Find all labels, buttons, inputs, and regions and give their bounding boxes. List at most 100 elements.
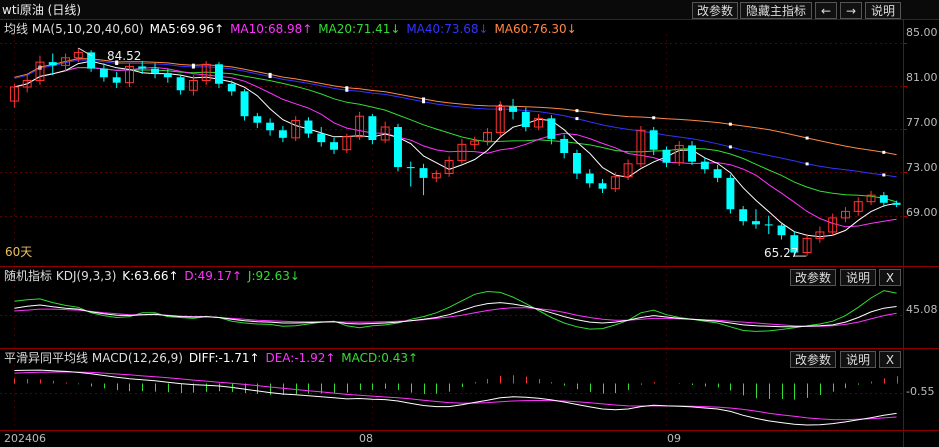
candle-body — [866, 194, 876, 203]
macd-legend-params: MACD(12,26,9) — [91, 351, 183, 365]
ma-marker — [805, 136, 809, 140]
candle-body — [9, 86, 19, 102]
ma-marker — [115, 61, 119, 65]
ma-marker — [652, 116, 656, 120]
candle-body — [112, 77, 121, 83]
candle-body — [521, 111, 530, 128]
help-button[interactable]: 说明 — [865, 2, 901, 19]
candle-body — [444, 160, 454, 175]
ma60-value: MA60:76.30↓ — [494, 22, 577, 36]
candle-body — [125, 65, 134, 84]
candle-body — [291, 120, 301, 139]
ma20-value: MA20:71.41↓ — [318, 22, 401, 36]
candle-body — [73, 51, 83, 59]
candle-body — [35, 61, 45, 82]
macd-diff-value: DIFF:-1.71↑ — [188, 351, 260, 365]
candle-body — [419, 168, 428, 178]
candle-body — [215, 64, 223, 84]
x-tick-label: 08 — [359, 432, 373, 445]
ma-marker — [345, 86, 349, 90]
candle-body — [368, 116, 377, 141]
macd-legend-name: 平滑异同平均线 — [4, 351, 89, 365]
candle-body — [240, 91, 249, 117]
candle-body — [394, 127, 402, 168]
ma-marker — [728, 122, 732, 126]
macd-diff-line — [14, 369, 897, 426]
candle-body — [764, 224, 773, 226]
candle-body — [99, 68, 108, 78]
ma5-line — [14, 60, 897, 238]
ma-legend-name: 均线 — [4, 22, 29, 36]
candle-body — [892, 202, 901, 205]
ma-marker — [422, 100, 426, 104]
macd-dea-value: DEA:-1.92↑ — [265, 351, 336, 365]
candle-body — [623, 163, 633, 178]
candle-body — [649, 130, 658, 150]
candle-body — [841, 210, 850, 219]
candle-body — [151, 68, 159, 73]
kdj-k-line — [14, 302, 897, 328]
candle-body — [739, 209, 748, 222]
candle-body — [470, 140, 480, 145]
candle-body — [48, 62, 57, 66]
prev-button[interactable]: ← — [815, 2, 837, 19]
candle-body — [330, 142, 338, 150]
candle-body — [777, 225, 786, 236]
candle-body — [598, 183, 607, 189]
kdj-tick-label: 45.08 — [906, 303, 938, 316]
candle-body — [610, 176, 620, 190]
candle-body — [790, 235, 799, 253]
price-tick-label: 69.00 — [906, 206, 938, 219]
price-tick-label: 81.00 — [906, 71, 938, 84]
macd-params-button[interactable]: 改参数 — [790, 351, 836, 368]
candle-body — [342, 136, 352, 151]
params-button[interactable]: 改参数 — [692, 2, 738, 19]
candle-body — [662, 149, 671, 163]
kdj-legend-params: KDJ(9,3,3) — [55, 269, 117, 283]
ma-marker — [268, 75, 272, 79]
window-title: wti原油 (日线) — [2, 3, 82, 17]
kdj-help-button[interactable]: 说明 — [840, 269, 876, 286]
ma-marker — [882, 150, 886, 154]
candle-body — [560, 138, 569, 153]
ma-marker — [422, 97, 426, 101]
ma-marker — [115, 60, 119, 64]
kdj-params-button[interactable]: 改参数 — [790, 269, 836, 286]
ma-legend-params: MA(5,10,20,40,60) — [31, 22, 144, 36]
candle-body — [201, 63, 211, 82]
kdj-j-line — [14, 290, 897, 332]
x-tick-label: 09 — [667, 432, 681, 445]
ma-marker — [268, 72, 272, 76]
ma40-value: MA40:73.68↓ — [406, 22, 489, 36]
candle-body — [227, 83, 236, 92]
candle-body — [828, 217, 838, 233]
candle-body — [752, 221, 760, 225]
candle-body — [304, 120, 313, 134]
candle-body — [22, 80, 32, 88]
ma-marker — [345, 88, 349, 92]
hide-main-indicator-button[interactable]: 隐藏主指标 — [740, 2, 812, 19]
candle-body — [163, 72, 172, 78]
next-button[interactable]: → — [840, 2, 862, 19]
candle-body — [278, 130, 287, 138]
candle-body — [815, 231, 825, 239]
candle-body — [688, 145, 696, 162]
candle-body — [188, 80, 198, 91]
candle-body — [317, 133, 326, 143]
ma60-line — [14, 58, 897, 156]
macd-help-button[interactable]: 说明 — [840, 351, 876, 368]
price-tick-label: 73.00 — [906, 161, 938, 174]
candle-body — [253, 116, 262, 123]
ma5-value: MA5:69.96↑ — [149, 22, 225, 36]
candle-body — [176, 77, 185, 91]
kdj-close-button[interactable]: X — [879, 269, 901, 286]
ma40-line — [14, 59, 897, 178]
candle-body — [457, 143, 467, 162]
candle-body — [700, 161, 709, 170]
price-tick-label: 85.00 — [906, 26, 938, 39]
candle-body — [509, 106, 517, 112]
kdj-legend: 随机指标 KDJ(9,3,3) K:63.66↑ D:49.17↑ J:92.6… — [4, 269, 300, 283]
high-annotation: 84.52 — [107, 49, 142, 63]
macd-close-button[interactable]: X — [879, 351, 901, 368]
